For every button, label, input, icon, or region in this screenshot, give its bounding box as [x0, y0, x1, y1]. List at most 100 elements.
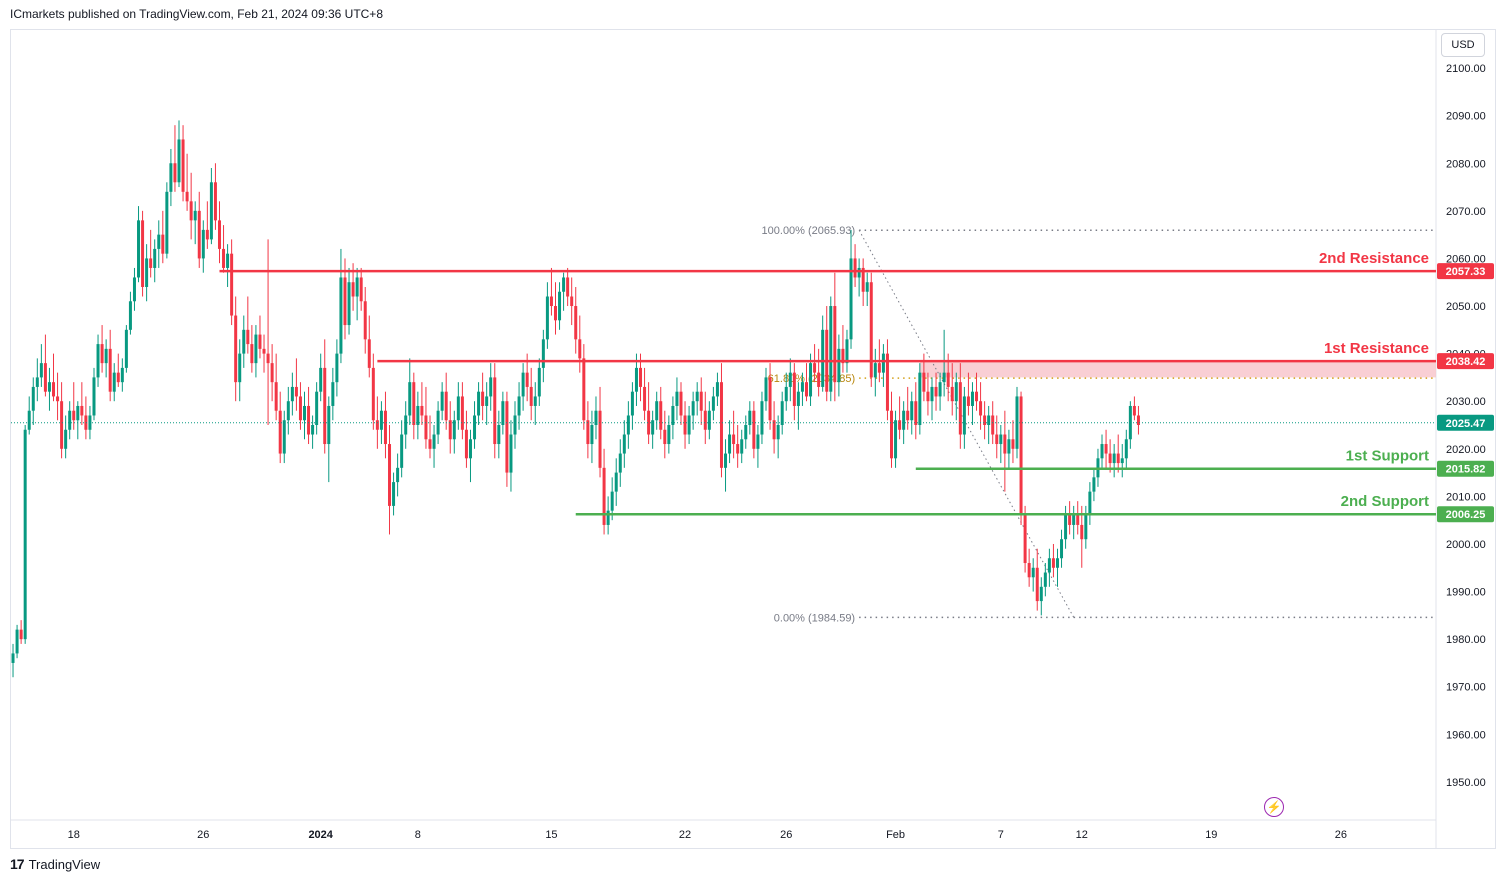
candle-body	[339, 277, 343, 354]
candle-body	[1019, 396, 1023, 516]
candle-body	[549, 296, 553, 307]
candle-body	[991, 415, 995, 435]
candle-body	[809, 363, 813, 397]
candle-body	[383, 410, 387, 445]
candle-body	[104, 348, 108, 364]
x-tick-label: Feb	[886, 829, 905, 841]
candle-body	[31, 386, 35, 411]
candle-body	[898, 420, 902, 430]
candle-body	[1084, 515, 1088, 540]
candle-body	[428, 439, 432, 449]
candle-body	[197, 210, 201, 259]
candle-body	[311, 425, 315, 435]
y-tick-label: 2060.00	[1446, 253, 1486, 265]
candle-body	[849, 258, 853, 340]
candle-body	[323, 367, 327, 445]
y-tick-label: 1980.00	[1446, 634, 1486, 646]
y-tick-label: 1970.00	[1446, 682, 1486, 694]
candle-body	[918, 372, 922, 425]
x-tick-label: 12	[1076, 829, 1088, 841]
candle-body	[468, 439, 472, 459]
candle-body	[553, 306, 557, 321]
candle-body	[938, 382, 942, 397]
candle-body	[11, 653, 15, 663]
candle-body	[792, 372, 796, 406]
candle-body	[586, 420, 590, 445]
candle-body	[752, 410, 756, 449]
candle-body	[408, 382, 412, 416]
candle-body	[594, 410, 598, 425]
candle-body	[270, 363, 274, 383]
candle-body	[52, 382, 56, 397]
candle-body	[161, 234, 165, 254]
candle-body	[217, 220, 221, 249]
candle-body	[493, 377, 497, 445]
candle-body	[602, 467, 606, 525]
candle-body	[1116, 453, 1120, 464]
tradingview-logo[interactable]: 17 TradingView	[10, 856, 100, 872]
candle-body	[796, 391, 800, 406]
candle-body	[359, 277, 363, 302]
candle-body	[64, 429, 68, 449]
candle-body	[72, 410, 76, 421]
candle-body	[274, 382, 278, 411]
candle-body	[222, 248, 226, 268]
candle-body	[201, 229, 205, 259]
candle-body	[112, 372, 116, 392]
candle-body	[473, 415, 477, 440]
candle-body	[1092, 477, 1096, 492]
candle-body	[715, 382, 719, 397]
level-name-label: 2nd Resistance	[1319, 250, 1429, 267]
candle-body	[724, 453, 728, 468]
candle-body	[756, 434, 760, 449]
candle-body	[691, 401, 695, 416]
x-tick-label: 19	[1205, 829, 1217, 841]
candle-body	[622, 434, 626, 454]
candle-body	[1136, 415, 1140, 425]
candle-body	[651, 420, 655, 435]
last-price-tag	[1437, 414, 1494, 431]
candle-body	[566, 277, 570, 297]
candle-body	[683, 415, 687, 435]
candle-body	[226, 253, 230, 268]
candle-body	[732, 434, 736, 445]
candle-body	[43, 363, 47, 392]
candle-body	[460, 396, 464, 430]
candle-body	[76, 405, 80, 421]
y-tick-label: 2090.00	[1446, 111, 1486, 123]
candle-body	[1076, 515, 1080, 525]
candle-body	[894, 420, 898, 459]
candle-body	[865, 282, 869, 292]
candle-body	[250, 344, 254, 364]
candle-body	[776, 425, 780, 440]
candle-body	[1064, 515, 1068, 540]
x-tick-label: 2024	[308, 829, 333, 841]
candle-body	[711, 396, 715, 411]
candle-body	[999, 434, 1003, 445]
candle-body	[703, 410, 707, 430]
candle-body	[513, 415, 517, 435]
chart-frame	[10, 29, 1496, 849]
candle-body	[707, 410, 711, 430]
candle-body	[541, 339, 545, 368]
candle-body	[979, 401, 983, 416]
candle-body	[1080, 524, 1084, 540]
candle-body	[545, 296, 549, 340]
x-tick-label: 22	[679, 829, 691, 841]
candle-body	[481, 391, 485, 406]
candle-body	[788, 372, 792, 387]
candle-body	[124, 329, 128, 368]
currency-button[interactable]: USD	[1441, 33, 1485, 57]
candle-body	[347, 282, 351, 326]
candle-body	[294, 386, 298, 397]
candle-body	[1011, 439, 1015, 449]
fib-level-label: 0.00% (1984.59)	[774, 612, 855, 624]
candle-body	[1031, 567, 1035, 578]
candle-body	[784, 386, 788, 402]
candle-body	[772, 420, 776, 440]
level-name-label: 1st Support	[1346, 448, 1429, 465]
candle-body	[505, 401, 509, 473]
lightning-icon[interactable]: ⚡	[1264, 797, 1284, 817]
candle-body	[562, 277, 566, 292]
